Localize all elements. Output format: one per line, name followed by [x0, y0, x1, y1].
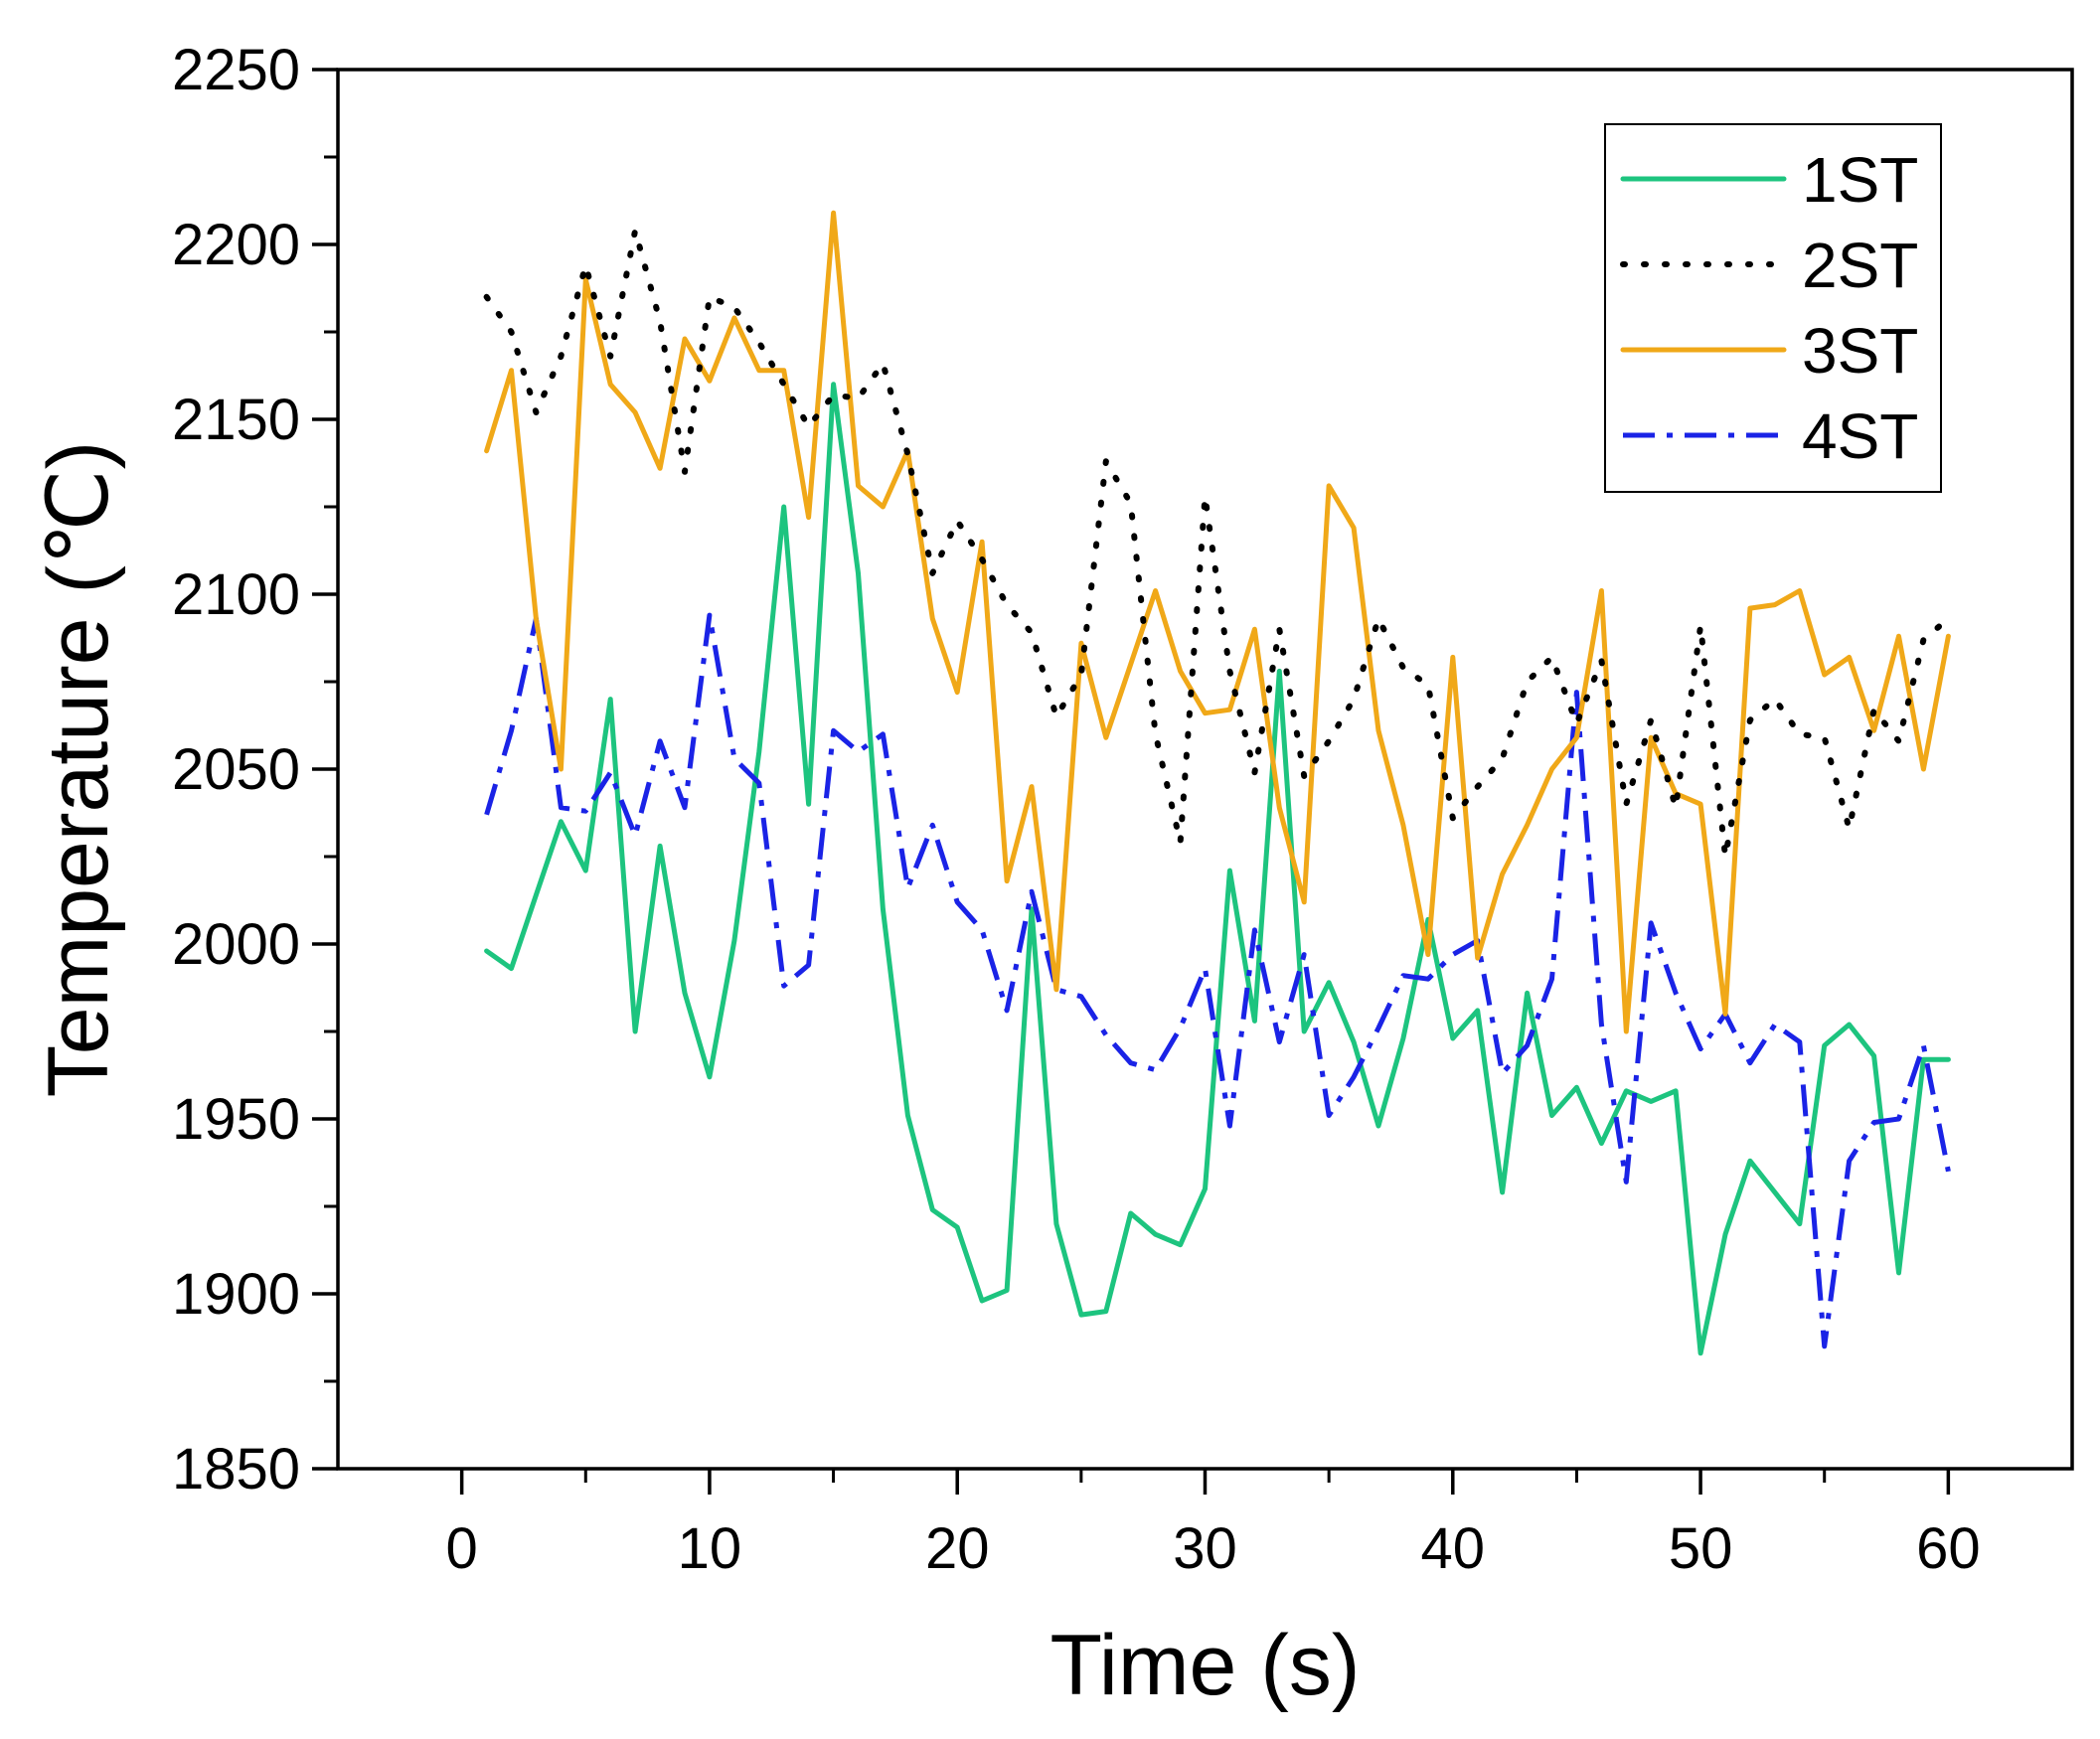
y-tick-label: 2150	[172, 388, 300, 452]
series-lines	[483, 210, 1952, 1356]
y-tick-label: 2250	[172, 38, 300, 102]
x-tick-label: 60	[1916, 1516, 1981, 1581]
series-line-2st	[483, 227, 1952, 860]
series-line-1st	[484, 382, 1951, 1356]
series-line-3st	[484, 210, 1951, 1034]
y-tick-label: 1950	[172, 1087, 300, 1152]
x-tick-label: 30	[1173, 1516, 1237, 1581]
x-axis-ticks: 0 10 20 30 40 50 60	[446, 1469, 1981, 1581]
y-tick-label: 1900	[172, 1262, 300, 1327]
y-tick-label: 2200	[172, 213, 300, 277]
y-tick-label: 1850	[172, 1437, 300, 1502]
y-axis-title: Temperature (℃)	[31, 441, 126, 1098]
y-axis-ticks: 1850 1900 1950 2000 2050 2100 2150 2200 2250	[172, 38, 338, 1502]
x-tick-label: 0	[446, 1516, 478, 1581]
x-tick-label: 50	[1669, 1516, 1733, 1581]
plot-frame	[336, 68, 2074, 1471]
legend-label-1st: 1ST	[1802, 144, 1918, 216]
legend-box	[1604, 123, 1942, 493]
x-tick-label: 40	[1421, 1516, 1486, 1581]
y-tick-label: 2100	[172, 562, 300, 627]
x-tick-label: 10	[678, 1516, 742, 1581]
series-line-4st	[484, 612, 1951, 1349]
legend-label-3st: 3ST	[1802, 315, 1918, 387]
x-tick-label: 20	[925, 1516, 990, 1581]
y-tick-label: 2000	[172, 912, 300, 977]
legend-label-4st: 4ST	[1802, 400, 1918, 472]
y-tick-label: 2050	[172, 737, 300, 802]
legend: 1ST 2ST 3ST 4ST	[1604, 123, 1942, 493]
x-axis-title: Time (s)	[1050, 1618, 1360, 1713]
legend-label-2st: 2ST	[1802, 230, 1918, 301]
